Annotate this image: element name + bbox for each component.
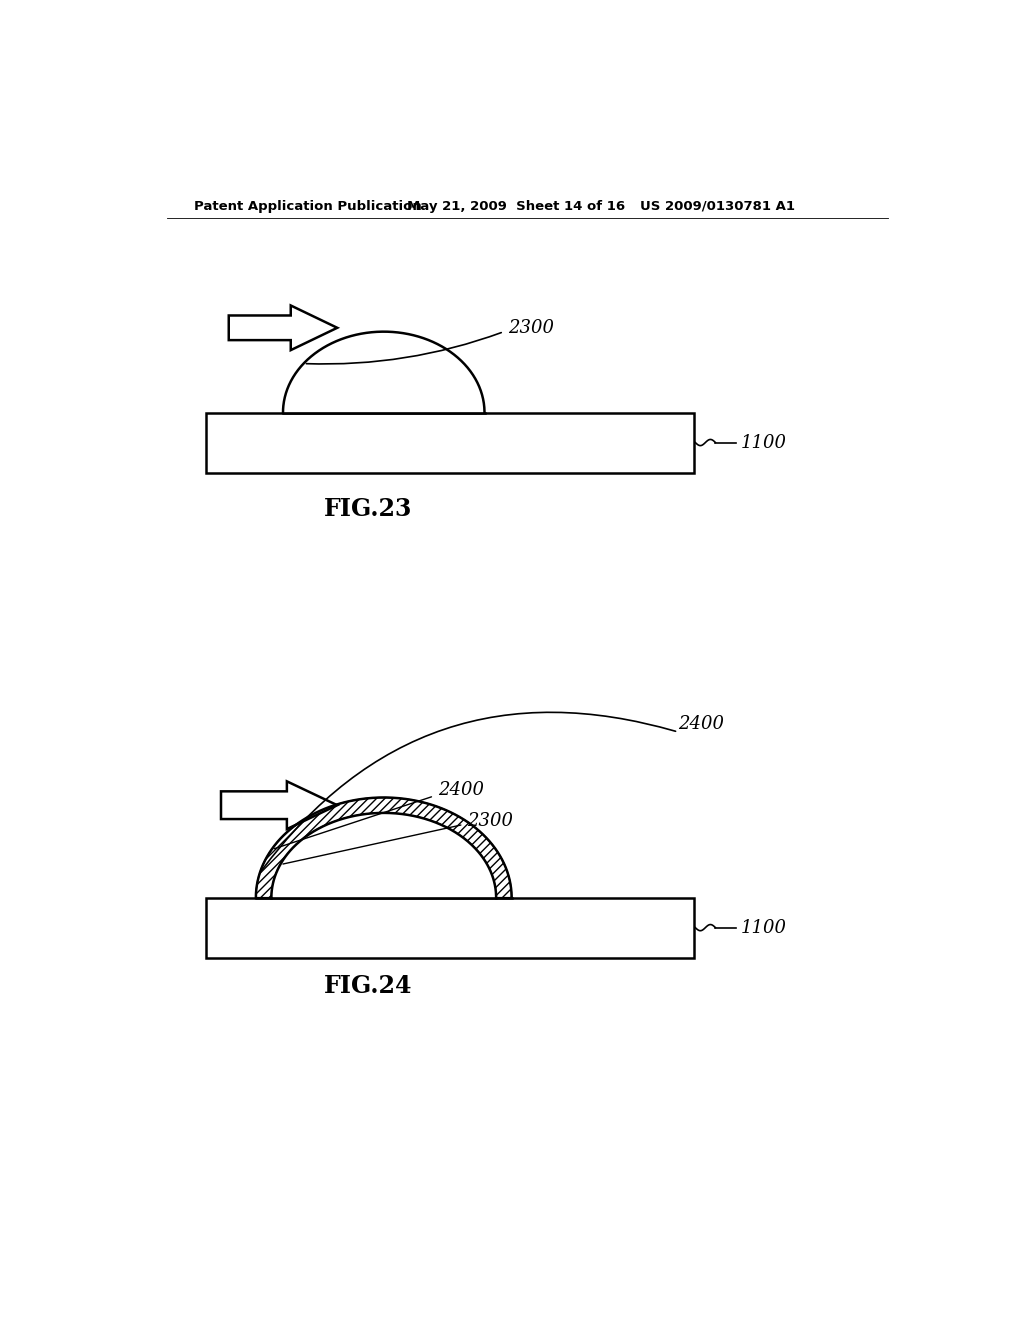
- Text: May 21, 2009  Sheet 14 of 16: May 21, 2009 Sheet 14 of 16: [407, 199, 625, 213]
- Text: 2400: 2400: [438, 781, 484, 799]
- Polygon shape: [228, 305, 337, 350]
- Text: 1100: 1100: [740, 433, 786, 451]
- Polygon shape: [283, 331, 484, 412]
- Text: FIG.24: FIG.24: [324, 974, 413, 998]
- Text: Patent Application Publication: Patent Application Publication: [194, 199, 422, 213]
- Text: 2300: 2300: [467, 812, 513, 829]
- Polygon shape: [221, 781, 337, 829]
- Text: 2400: 2400: [678, 715, 724, 734]
- Polygon shape: [271, 813, 496, 898]
- Text: 1100: 1100: [740, 919, 786, 937]
- Text: US 2009/0130781 A1: US 2009/0130781 A1: [640, 199, 795, 213]
- Text: 2300: 2300: [508, 319, 554, 337]
- Text: FIG.23: FIG.23: [324, 496, 413, 521]
- Polygon shape: [256, 797, 512, 898]
- Bar: [206, 898, 693, 958]
- Bar: [206, 413, 693, 473]
